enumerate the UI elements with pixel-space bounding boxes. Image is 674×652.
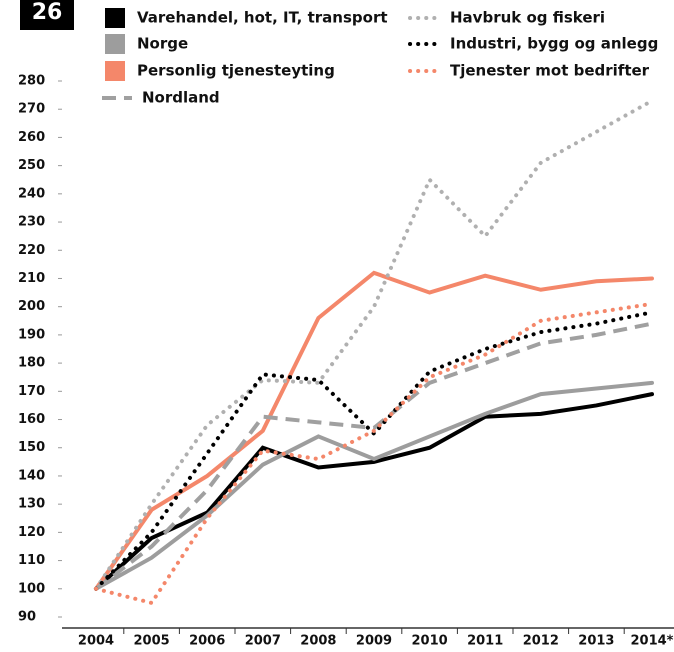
y-tick-label: 220 (18, 243, 45, 258)
y-tick-label: 120 (18, 525, 45, 540)
y-tick-label: 100 (18, 581, 45, 596)
line (94, 301, 654, 606)
y-tick-label: 240 (18, 186, 45, 201)
y-tick-label: 140 (18, 468, 45, 483)
y-tick-label: 200 (18, 299, 45, 314)
y-tick-label: 190 (18, 327, 45, 342)
line (94, 270, 654, 591)
x-tick-label: 2004 (78, 634, 114, 649)
y-tick-label: 170 (18, 384, 45, 399)
y-tick-label: 270 (18, 102, 45, 117)
line (94, 98, 654, 591)
line (94, 380, 654, 591)
x-tick-label: 2012 (523, 634, 559, 649)
legend-label: Varehandel, hot, IT, transport (137, 9, 388, 27)
legend-label: Norge (137, 35, 188, 53)
x-tick-label: 2013 (578, 634, 614, 649)
legend-swatch (105, 8, 125, 28)
y-tick-label: 110 (18, 553, 45, 568)
y-tick-label: 150 (18, 440, 45, 455)
badge-box (20, 0, 74, 30)
legend-label: Havbruk og fiskeri (450, 9, 605, 27)
x-tick-label: 2006 (189, 634, 225, 649)
x-tick-label: 2005 (134, 634, 170, 649)
x-tick-label: 2008 (300, 634, 336, 649)
x-tick-label: 2007 (245, 634, 281, 649)
badge: 26 (32, 0, 63, 25)
legend-swatch (105, 34, 125, 54)
y-tick-label: 260 (18, 130, 45, 145)
y-tick-label: 160 (18, 412, 45, 427)
y-tick-label: 250 (18, 158, 45, 173)
x-tick-label: 2011 (467, 634, 503, 649)
legend-swatch (105, 61, 125, 81)
line (94, 392, 654, 591)
legend-label: Tjenester mot bedrifter (450, 62, 650, 80)
legend-label: Industri, bygg og anlegg (450, 35, 658, 53)
legend-label: Nordland (142, 89, 220, 107)
x-tick-label: 2014* (631, 634, 674, 649)
y-tick-label: 230 (18, 215, 45, 230)
y-tick-label: 210 (18, 271, 45, 286)
line (94, 321, 653, 591)
legend-label: Personlig tjenesteyting (137, 62, 335, 80)
y-tick-label: 280 (18, 74, 45, 89)
line (94, 310, 654, 591)
x-tick-label: 2009 (356, 634, 392, 649)
y-tick-label: 90 (18, 610, 36, 625)
y-tick-label: 130 (18, 497, 45, 512)
x-tick-label: 2010 (412, 634, 448, 649)
y-tick-label: 180 (18, 356, 45, 371)
